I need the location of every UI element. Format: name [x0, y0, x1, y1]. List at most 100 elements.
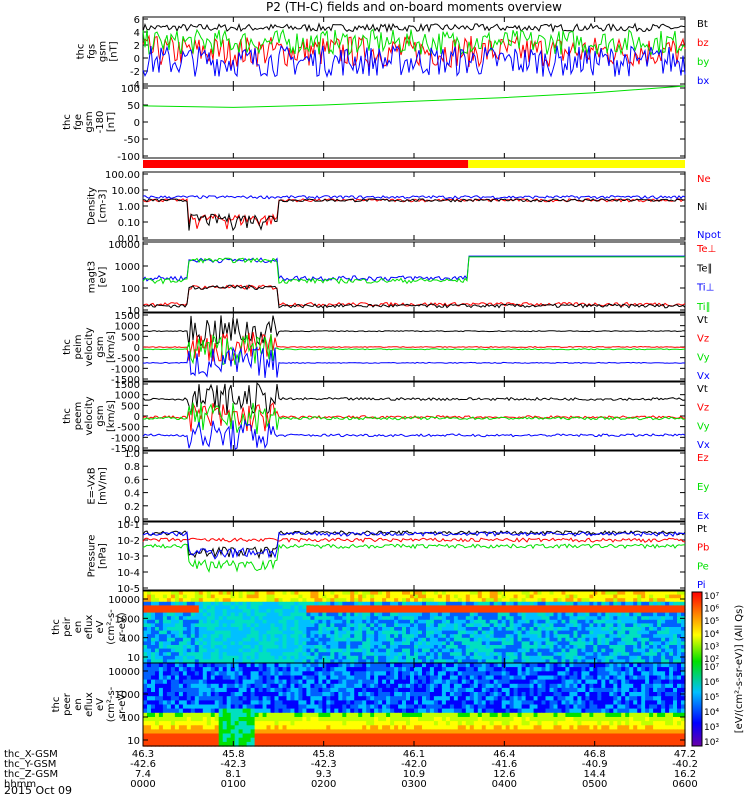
peer_spectrogram-cell	[493, 679, 499, 685]
peir_spectrogram-cell	[334, 641, 339, 646]
peer_spectrogram-cell	[509, 717, 515, 722]
peer_spectrogram-cell	[577, 679, 582, 685]
peir_spectrogram-cell	[342, 623, 347, 628]
peer_spectrogram-cell	[170, 667, 176, 672]
peer_spectrogram-cell	[649, 675, 654, 681]
peir_spectrogram-cell	[158, 623, 164, 628]
peir_spectrogram-cell	[242, 598, 248, 603]
peir_spectrogram-cell	[513, 591, 519, 596]
peer_spectrogram-cell	[581, 692, 586, 697]
peir_spectrogram-cell	[637, 609, 642, 614]
peir_spectrogram-cell	[294, 652, 299, 657]
peir_spectrogram-cell	[601, 648, 606, 653]
peer_spectrogram-cell	[406, 683, 411, 689]
peir_spectrogram-cell	[645, 637, 650, 642]
peir_spectrogram-cell	[418, 619, 423, 624]
peir_spectrogram-cell	[601, 598, 606, 603]
peer_spectrogram-cell	[370, 679, 375, 685]
fgs_gsm-ytick-label: 4	[134, 28, 140, 39]
peir_spectrogram-cell	[266, 616, 272, 621]
peir_spectrogram-cell	[238, 652, 244, 657]
peer_spectrogram-cell	[254, 683, 260, 689]
peer_spectrogram-cell	[178, 717, 184, 722]
peir_spectrogram-cell	[234, 630, 240, 635]
peer_spectrogram-cell	[186, 679, 192, 685]
peer_spectrogram-cell	[330, 700, 335, 706]
peir_spectrogram-cell	[593, 616, 598, 621]
peir_spectrogram-cell	[198, 655, 204, 660]
peir_spectrogram-cell	[214, 655, 220, 660]
peir_spectrogram-cell	[505, 627, 511, 632]
peer_spectrogram-cell	[649, 679, 654, 685]
peir_spectrogram-cell	[226, 659, 232, 664]
peir_spectrogram-cell	[406, 601, 411, 606]
peer_spectrogram-cell	[565, 663, 570, 668]
peir_spectrogram-cell	[509, 609, 515, 614]
peer_spectrogram-cell	[657, 675, 662, 681]
peir_spectrogram-cell	[162, 637, 168, 642]
peir_spectrogram-cell	[155, 641, 160, 646]
peer_spectrogram-cell	[278, 704, 284, 710]
peir_spectrogram-cell	[410, 601, 415, 606]
peir_spectrogram-cell	[214, 630, 220, 635]
peer_spectrogram-cell	[629, 679, 634, 685]
peir_spectrogram-cell	[445, 605, 451, 610]
peer_spectrogram-cell	[545, 696, 551, 701]
peer_spectrogram-cell	[609, 671, 614, 677]
peir_spectrogram-cell	[521, 609, 527, 614]
peir_spectrogram-cell	[326, 601, 331, 606]
peir_spectrogram-cell	[178, 594, 184, 599]
peer_spectrogram-cell	[182, 675, 188, 681]
peir_spectrogram-cell	[254, 645, 260, 650]
peer_spectrogram-cell	[477, 683, 483, 689]
peir_spectrogram-cell	[226, 645, 232, 650]
peem_velocity-ylabel-line: [km/s]	[106, 400, 117, 432]
peer_spectrogram-cell	[294, 663, 299, 668]
peer_spectrogram-cell	[629, 683, 634, 689]
peir_spectrogram-cell	[465, 627, 471, 632]
peer_spectrogram-cell	[533, 675, 539, 681]
peir_spectrogram-cell	[210, 634, 216, 639]
peir_spectrogram-cell	[242, 623, 248, 628]
peer_spectrogram-cell	[370, 667, 375, 672]
peer_spectrogram-cell	[537, 692, 543, 697]
peir_spectrogram-cell	[254, 612, 260, 617]
peir_spectrogram-cell	[681, 634, 686, 639]
peer_spectrogram-cell	[158, 675, 164, 681]
peir_spectrogram-cell	[549, 655, 555, 660]
peir_spectrogram-cell	[565, 591, 570, 596]
peer_spectrogram-cell	[402, 700, 407, 706]
peer_spectrogram-cell	[633, 675, 638, 681]
peer_spectrogram-cell	[254, 675, 260, 681]
peir_spectrogram-cell	[481, 619, 487, 624]
peir_spectrogram-cell	[294, 637, 299, 642]
peir_spectrogram-cell	[254, 591, 260, 596]
peir_spectrogram-cell	[477, 594, 483, 599]
peer_spectrogram-cell	[493, 696, 499, 701]
peir_spectrogram-cell	[194, 591, 200, 596]
peir_spectrogram-cell	[641, 634, 646, 639]
peir_spectrogram-cell	[242, 648, 248, 653]
peer_spectrogram-cell	[605, 663, 610, 668]
peer_spectrogram-cell	[202, 704, 208, 710]
peir_spectrogram-cell	[302, 634, 307, 639]
peer_spectrogram-cell	[406, 712, 411, 718]
peer_spectrogram-cell	[637, 687, 642, 693]
peir_spectrogram-cell	[461, 637, 467, 642]
peer_spectrogram-cell	[226, 687, 232, 693]
peer_spectrogram-cell	[354, 683, 359, 689]
peer_spectrogram-cell	[147, 671, 152, 677]
peer_spectrogram-cell	[318, 712, 323, 718]
peir_spectrogram-cell	[238, 623, 244, 628]
peir_spectrogram-cell	[302, 645, 307, 650]
peer_spectrogram-cell	[334, 717, 339, 722]
peir_spectrogram-cell	[194, 601, 200, 606]
peir_spectrogram-cell	[433, 630, 439, 635]
peir_spectrogram-cell	[147, 598, 152, 603]
peir_spectrogram-cell	[262, 601, 268, 606]
peer_spectrogram-cell	[346, 704, 351, 710]
peer_spectrogram-cell	[318, 717, 323, 722]
peir_spectrogram-cell	[537, 630, 543, 635]
peir_spectrogram-cell	[649, 619, 654, 624]
peir_spectrogram-cell	[605, 609, 610, 614]
